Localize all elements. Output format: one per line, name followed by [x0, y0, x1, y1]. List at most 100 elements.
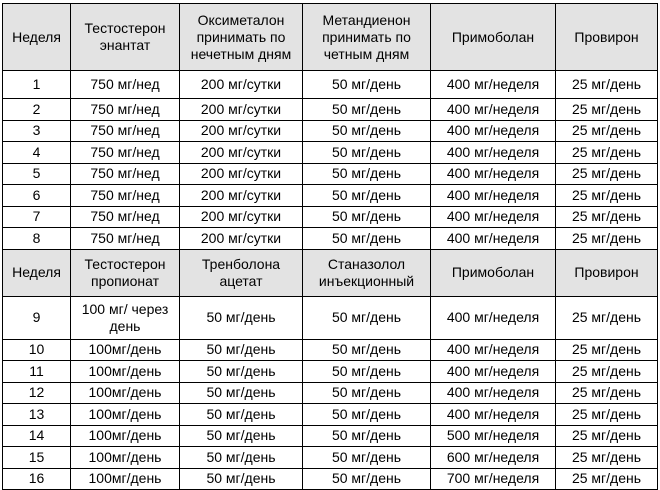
data-cell: 25 мг/день — [555, 70, 658, 99]
data-cell: 3 — [2, 119, 71, 142]
data-cell: 50 мг/день — [302, 360, 431, 383]
data-cell: 50 мг/день — [179, 381, 303, 404]
data-cell: 50 мг/день — [302, 141, 431, 164]
data-cell: 25 мг/день — [555, 227, 658, 250]
header-cell: Тестостерон пропионат — [70, 248, 180, 297]
data-cell: 400 мг/неделя — [430, 70, 556, 99]
header-cell: Тестостерон энантат — [70, 3, 180, 71]
data-cell: 50 мг/день — [302, 381, 431, 404]
data-cell: 750 мг/нед — [70, 141, 180, 164]
data-row: 14 100мг/день 50 мг/день 50 мг/день 500 мг/н… — [2, 424, 658, 447]
data-row: 4 750 мг/нед 200 мг/сутки 50 мг/день 400 мг/… — [2, 141, 658, 164]
data-cell: 7 — [2, 205, 71, 228]
data-row: 16 100мг/день 50 мг/день 50 мг/день 700 мг/н… — [2, 467, 658, 490]
data-cell: 750 мг/нед — [70, 119, 180, 142]
data-cell: 25 мг/день — [555, 98, 658, 121]
data-cell: 100 мг/ через день — [70, 295, 180, 340]
data-cell: 8 — [2, 227, 71, 250]
dosage-table: Неделя Тестостерон энантат Оксиметалон при… — [2, 3, 658, 490]
data-cell: 750 мг/нед — [70, 98, 180, 121]
data-cell: 600 мг/неделя — [430, 446, 556, 469]
data-row: 11 100мг/день 50 мг/день 50 мг/день 400 мг/н… — [2, 360, 658, 383]
header-row: Неделя Тестостерон пропионат Тренболона ац… — [2, 248, 658, 297]
data-cell: 750 мг/нед — [70, 227, 180, 250]
data-cell: 25 мг/день — [555, 360, 658, 383]
data-cell: 25 мг/день — [555, 205, 658, 228]
data-cell: 50 мг/день — [302, 98, 431, 121]
data-cell: 2 — [2, 98, 71, 121]
data-cell: 200 мг/сутки — [179, 141, 303, 164]
data-cell: 50 мг/день — [302, 338, 431, 361]
header-cell: Провирон — [555, 3, 658, 71]
header-cell: Станазолол инъекционный — [302, 248, 431, 297]
data-row: 3 750 мг/нед 200 мг/сутки 50 мг/день 400 мг/… — [2, 119, 658, 142]
data-cell: 13 — [2, 403, 71, 426]
data-cell: 25 мг/день — [555, 403, 658, 426]
data-row: 15 100мг/день 50 мг/день 50 мг/день 600 мг/н… — [2, 446, 658, 469]
data-cell: 750 мг/нед — [70, 70, 180, 99]
data-cell: 25 мг/день — [555, 141, 658, 164]
data-cell: 400 мг/неделя — [430, 98, 556, 121]
data-cell: 750 мг/нед — [70, 162, 180, 185]
data-cell: 100мг/день — [70, 338, 180, 361]
data-cell: 400 мг/неделя — [430, 205, 556, 228]
data-cell: 750 мг/нед — [70, 184, 180, 207]
data-cell: 50 мг/день — [302, 184, 431, 207]
data-cell: 400 мг/неделя — [430, 403, 556, 426]
data-cell: 50 мг/день — [179, 338, 303, 361]
data-cell: 50 мг/день — [179, 467, 303, 490]
data-cell: 25 мг/день — [555, 467, 658, 490]
data-cell: 25 мг/день — [555, 338, 658, 361]
data-cell: 50 мг/день — [302, 227, 431, 250]
data-cell: 200 мг/сутки — [179, 98, 303, 121]
data-cell: 50 мг/день — [179, 360, 303, 383]
data-cell: 5 — [2, 162, 71, 185]
data-row: 8 750 мг/нед 200 мг/сутки 50 мг/день 400 мг/… — [2, 227, 658, 250]
data-cell: 50 мг/день — [302, 403, 431, 426]
data-cell: 25 мг/день — [555, 119, 658, 142]
data-cell: 400 мг/неделя — [430, 162, 556, 185]
data-row: 2 750 мг/нед 200 мг/сутки 50 мг/день 400 мг/… — [2, 98, 658, 121]
header-row: Неделя Тестостерон энантат Оксиметалон при… — [2, 3, 658, 71]
data-cell: 25 мг/день — [555, 162, 658, 185]
data-cell: 400 мг/неделя — [430, 295, 556, 340]
data-cell: 25 мг/день — [555, 424, 658, 447]
header-cell: Провирон — [555, 248, 658, 297]
data-cell: 750 мг/нед — [70, 205, 180, 228]
data-cell: 12 — [2, 381, 71, 404]
data-cell: 1 — [2, 70, 71, 99]
data-cell: 200 мг/сутки — [179, 119, 303, 142]
data-cell: 10 — [2, 338, 71, 361]
data-cell: 50 мг/день — [302, 424, 431, 447]
header-cell: Примоболан — [430, 3, 556, 71]
data-cell: 200 мг/сутки — [179, 184, 303, 207]
data-row: 13 100мг/день 50 мг/день 50 мг/день 400 мг/н… — [2, 403, 658, 426]
data-cell: 100мг/день — [70, 446, 180, 469]
data-cell: 700 мг/неделя — [430, 467, 556, 490]
data-cell: 50 мг/день — [302, 295, 431, 340]
header-cell: Оксиметалон принимать по нечетным дням — [179, 3, 303, 71]
data-cell: 100мг/день — [70, 467, 180, 490]
data-cell: 50 мг/день — [302, 162, 431, 185]
data-cell: 50 мг/день — [302, 119, 431, 142]
data-cell: 100мг/день — [70, 424, 180, 447]
header-cell: Неделя — [2, 3, 71, 71]
data-cell: 100мг/день — [70, 381, 180, 404]
data-cell: 25 мг/день — [555, 446, 658, 469]
data-row: 1 750 мг/нед 200 мг/сутки 50 мг/день 400 мг/… — [2, 70, 658, 99]
data-cell: 25 мг/день — [555, 295, 658, 340]
data-cell: 200 мг/сутки — [179, 205, 303, 228]
data-cell: 400 мг/неделя — [430, 360, 556, 383]
header-cell: Тренболона ацетат — [179, 248, 303, 297]
data-row: 7 750 мг/нед 200 мг/сутки 50 мг/день 400 мг/… — [2, 205, 658, 228]
data-cell: 25 мг/день — [555, 184, 658, 207]
header-cell: Неделя — [2, 248, 71, 297]
header-cell: Метандиенон принимать по четным дням — [302, 3, 431, 71]
data-row: 6 750 мг/нед 200 мг/сутки 50 мг/день 400 мг/… — [2, 184, 658, 207]
data-cell: 400 мг/неделя — [430, 381, 556, 404]
data-cell: 50 мг/день — [302, 467, 431, 490]
data-cell: 200 мг/сутки — [179, 227, 303, 250]
data-cell: 400 мг/неделя — [430, 119, 556, 142]
data-cell: 50 мг/день — [179, 295, 303, 340]
